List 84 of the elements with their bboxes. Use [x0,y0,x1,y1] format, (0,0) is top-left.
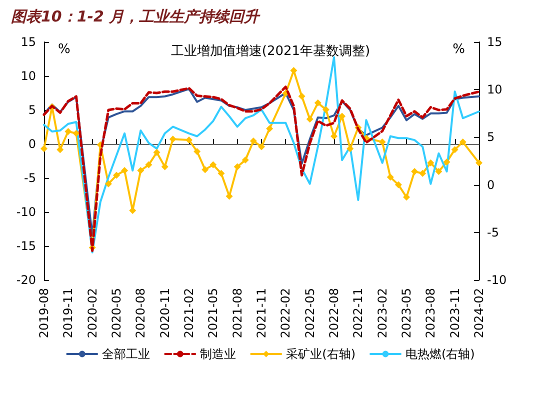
legend-label: 全部工业 [102,347,150,361]
y-tick-label: -15 [16,239,36,253]
x-tick-label: 2023-02 [375,288,390,338]
point [427,159,434,166]
point [145,161,152,168]
point [202,166,209,174]
point [451,146,458,154]
y2-axis-title: % [452,42,465,57]
point [346,145,354,152]
point [234,163,241,170]
y2-tick-label: 5 [487,130,495,144]
point [306,116,314,123]
point [186,136,192,144]
y-tick-label: 10 [20,69,36,83]
point [394,181,402,188]
y2-tick-label: -5 [487,225,499,240]
point [129,207,136,214]
x-tick-label: 2019-08 [37,288,51,338]
point [459,138,466,146]
point [443,158,450,166]
point [218,170,225,177]
y-tick-label: 15 [20,35,36,49]
point [242,156,249,164]
y-tick-label: -5 [24,171,36,185]
x-tick-label: 2020-11 [158,288,172,338]
point [72,130,80,137]
x-tick-label: 2020-08 [134,288,148,338]
point [314,99,322,106]
y-tick-label: -20 [16,273,36,287]
x-tick-label: 2023-05 [400,288,414,338]
legend-label: 采矿业(右轴) [286,347,356,361]
point [266,125,274,132]
legend-label: 电热燃(右轴) [406,347,475,361]
point [64,128,72,135]
x-tick-label: 2020-02 [85,288,100,338]
point [153,148,160,156]
y2-tick-label: 15 [487,35,502,49]
point [338,112,346,120]
y-tick-label: 0 [28,137,36,151]
y2-tick-label: 0 [487,178,495,192]
point [121,167,128,174]
x-tick-label: 2022-08 [327,288,341,338]
y2-tick-label: 10 [487,82,502,97]
point [322,106,330,114]
point [378,138,386,146]
legend-label: 制造业 [200,347,236,361]
point [330,132,338,140]
point [104,180,112,188]
y-axis-title: % [58,42,70,57]
point [194,148,201,155]
x-tick-label: 2021-08 [230,288,244,338]
x-tick-label: 2022-11 [351,288,366,338]
x-tick-label: 2021-05 [206,288,220,338]
x-tick-label: 2022-05 [302,288,317,338]
x-tick-label: 2021-02 [182,288,196,338]
y2-tick-label: -10 [487,273,507,287]
point [137,167,144,174]
x-tick-label: 2023-08 [424,288,438,338]
x-tick-label: 2020-05 [110,288,124,338]
y-tick-label: 5 [28,103,36,117]
x-tick-label: 2023-11 [448,288,462,338]
point [161,163,168,170]
point [435,168,442,175]
point [298,92,306,100]
point [258,143,265,150]
point [113,172,120,179]
x-tick-label: 2024-02 [472,288,486,338]
point [210,161,217,168]
point [250,138,257,145]
x-tick-label: 2021-11 [254,288,268,338]
x-tick-label: 2019-11 [61,288,76,338]
point [419,170,426,177]
point [169,136,176,143]
x-tick-label: 2022-02 [278,288,293,338]
point [403,194,410,201]
y-tick-label: -10 [16,205,36,219]
point [476,159,482,166]
chart-title: 图表10：1-2 月，工业生产持续回升 [11,8,262,26]
chart-subtitle: 工业增加值增速(2021年基数调整) [170,44,370,59]
point [226,192,233,200]
point [40,145,48,152]
point [56,146,64,154]
point [411,168,418,175]
point [386,174,394,181]
